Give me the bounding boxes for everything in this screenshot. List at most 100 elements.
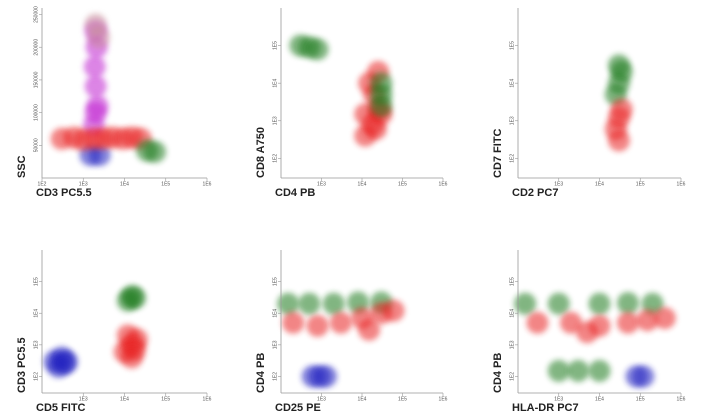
y-tick-label: 250000: [33, 6, 39, 23]
population-point: [370, 94, 393, 117]
y-tick-label: 1E5: [33, 277, 39, 286]
y-tick-label: 1E2: [509, 154, 515, 163]
plot: [277, 291, 405, 388]
x-tick-label: 1E2: [38, 181, 47, 187]
plot: [43, 285, 148, 378]
x-axis-label: CD5 FITC: [36, 402, 86, 414]
y-tick-label: 200000: [33, 39, 39, 56]
population-point: [277, 292, 300, 315]
population-point: [322, 292, 345, 315]
y-tick-label: 1E5: [272, 41, 278, 50]
plot: [604, 54, 633, 152]
population-point: [547, 359, 570, 382]
population-point: [588, 359, 611, 382]
population-point: [636, 309, 659, 332]
population-point: [83, 55, 106, 78]
population-point: [282, 311, 305, 334]
population-point: [370, 72, 393, 95]
y-tick-label: 1E3: [509, 340, 515, 349]
y-tick-label: 50000: [33, 138, 39, 152]
population-point: [84, 101, 107, 124]
population-point: [364, 118, 387, 141]
x-tick-label: 1E6: [677, 396, 686, 402]
population-point: [315, 365, 338, 388]
y-tick-label: 100000: [33, 104, 39, 121]
y-tick-label: 1E3: [509, 116, 515, 125]
population-point: [607, 54, 630, 77]
population-point: [84, 13, 107, 36]
x-tick-label: 1E3: [79, 396, 88, 402]
y-tick-label: 1E4: [272, 79, 278, 88]
x-tick-label: 1E6: [439, 181, 448, 187]
x-tick-label: 1E4: [595, 181, 604, 187]
x-tick-label: 1E3: [79, 181, 88, 187]
population-point: [547, 292, 570, 315]
population-point: [358, 318, 381, 341]
y-tick-label: 150000: [33, 71, 39, 88]
population-point: [329, 311, 352, 334]
y-tick-label: 1E4: [33, 309, 39, 318]
y-tick-label: 1E4: [272, 309, 278, 318]
x-tick-label: 1E4: [120, 396, 129, 402]
x-axis-label: CD3 PC5.5: [36, 187, 92, 199]
y-tick-label: 1E2: [33, 372, 39, 381]
x-tick-label: 1E5: [161, 396, 170, 402]
x-tick-label: 1E4: [120, 181, 129, 187]
y-tick-label: 1E4: [509, 309, 515, 318]
population-point: [526, 311, 549, 334]
population-point: [632, 365, 655, 388]
plot: [514, 292, 676, 388]
y-tick-label: 1E3: [272, 340, 278, 349]
population-point: [120, 346, 143, 369]
x-tick-label: 1E3: [317, 396, 326, 402]
x-tick-label: 1E4: [595, 396, 604, 402]
population-point: [653, 307, 676, 330]
x-tick-label: 1E5: [398, 396, 407, 402]
y-tick-label: 1E5: [272, 277, 278, 286]
population-point: [567, 359, 590, 382]
population-point: [588, 292, 611, 315]
population-point: [124, 287, 147, 310]
x-tick-label: 1E3: [317, 181, 326, 187]
population-point: [607, 129, 630, 152]
population-point: [306, 38, 329, 61]
y-tick-label: 1E4: [509, 79, 515, 88]
x-tick-label: 1E4: [358, 396, 367, 402]
x-tick-label: 1E6: [439, 396, 448, 402]
population-point: [84, 75, 107, 98]
x-tick-label: 1E6: [203, 396, 212, 402]
x-tick-label: 1E5: [398, 181, 407, 187]
population-point: [514, 292, 537, 315]
x-tick-label: 1E6: [203, 181, 212, 187]
y-tick-label: 1E2: [509, 372, 515, 381]
x-axis-label: HLA-DR PC7: [512, 402, 579, 414]
x-tick-label: 1E5: [636, 396, 645, 402]
population-point: [298, 292, 321, 315]
population-point: [560, 311, 583, 334]
y-tick-label: 1E5: [509, 277, 515, 286]
x-tick-label: 1E5: [636, 181, 645, 187]
y-tick-label: 1E2: [272, 372, 278, 381]
population-point: [616, 292, 639, 315]
y-tick-label: 1E3: [33, 340, 39, 349]
x-tick-label: 1E3: [554, 181, 563, 187]
x-tick-label: 1E6: [677, 181, 686, 187]
x-tick-label: 1E5: [161, 181, 170, 187]
population-point: [616, 311, 639, 334]
y-axis-label: CD8 A750: [255, 127, 267, 178]
y-tick-label: 1E5: [509, 41, 515, 50]
y-tick-label: 1E2: [272, 154, 278, 163]
y-axis-label: CD7 FITC: [492, 128, 504, 178]
plot: [50, 13, 167, 167]
x-axis-label: CD25 PE: [275, 402, 321, 414]
population-point: [576, 321, 599, 344]
x-axis-label: CD4 PB: [275, 187, 315, 199]
y-tick-label: 1E3: [272, 116, 278, 125]
population-point: [53, 352, 76, 375]
y-axis-label: CD4 PB: [255, 353, 267, 393]
x-axis-label: CD2 PC7: [512, 187, 558, 199]
population-point: [144, 140, 167, 163]
x-tick-label: 1E4: [358, 181, 367, 187]
population-point: [641, 292, 664, 315]
population-point: [382, 299, 405, 322]
